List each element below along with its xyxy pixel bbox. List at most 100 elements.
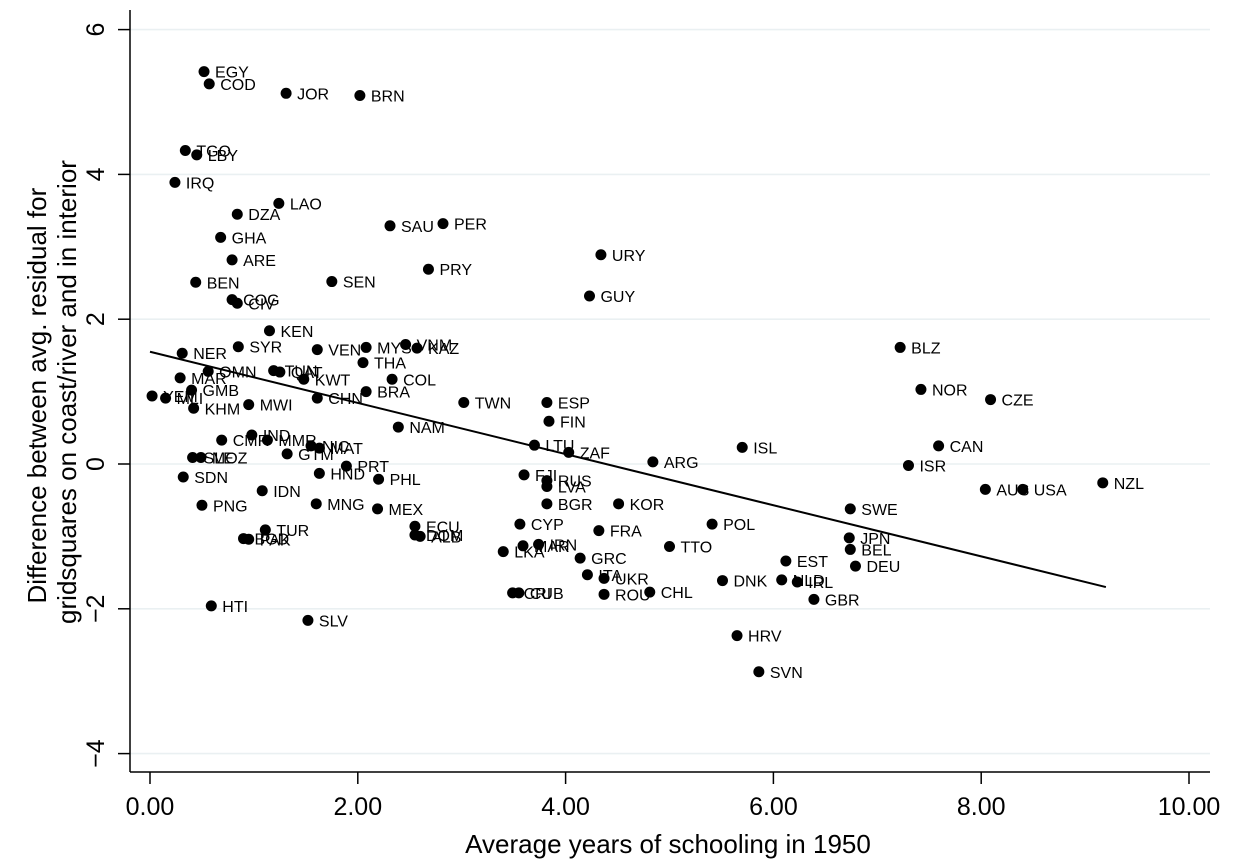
data-point-label: LBY <box>208 148 239 165</box>
data-point <box>706 518 718 530</box>
data-point-label: DNK <box>733 574 767 591</box>
y-tick-label: 0 <box>82 457 110 471</box>
data-point-label: CIV <box>248 296 275 313</box>
data-point <box>179 145 191 157</box>
data-point <box>664 541 675 553</box>
data-point <box>409 520 421 532</box>
data-point <box>195 451 207 463</box>
data-point-label: POL <box>723 517 755 534</box>
data-point-label: OMN <box>219 364 256 381</box>
data-point <box>302 614 314 626</box>
data-point-label: BRA <box>377 385 410 402</box>
data-point <box>574 552 586 564</box>
data-point <box>902 459 914 471</box>
data-point-label: CUB <box>530 586 564 603</box>
data-point <box>844 503 856 515</box>
data-point <box>583 290 595 302</box>
data-point-label: ZAF <box>580 445 610 462</box>
y-tick-label: 6 <box>82 23 110 37</box>
ticks: −4 −2 0 2 4 6 0.00 2.00 4.00 6.00 8.00 10.00 <box>82 23 1220 821</box>
data-point <box>280 87 292 99</box>
data-point <box>326 276 338 288</box>
data-point <box>281 448 293 460</box>
data-point <box>414 530 426 542</box>
data-point <box>437 218 449 230</box>
data-point-label: DEU <box>866 559 900 576</box>
data-point <box>716 575 728 587</box>
data-point-label: KOR <box>630 497 665 514</box>
data-point <box>386 373 398 385</box>
data-point <box>191 149 203 161</box>
data-point-label: SAU <box>401 219 434 236</box>
data-point <box>305 440 317 452</box>
data-point-label: SYR <box>249 340 282 357</box>
gridlines <box>130 28 1210 755</box>
x-axis-title: Average years of schooling in 1950 <box>465 829 871 859</box>
data-point <box>311 392 323 404</box>
x-tick-label: 0.00 <box>126 793 175 821</box>
data-point-label: CHL <box>661 585 693 602</box>
data-point <box>231 208 243 220</box>
data-point-label: GBR <box>825 592 860 609</box>
data-point <box>849 560 861 572</box>
data-point <box>160 392 172 404</box>
data-point-label: SLV <box>319 613 348 630</box>
data-point <box>541 498 553 510</box>
data-point-label: KAZ <box>428 341 459 358</box>
x-tick-label: 6.00 <box>749 793 798 821</box>
data-point-label: DOM <box>426 528 463 545</box>
data-point <box>843 532 855 544</box>
data-point <box>736 441 748 453</box>
data-point-label: SWE <box>861 502 897 519</box>
data-point <box>360 386 372 398</box>
data-point-label: BLZ <box>911 340 941 357</box>
data-point <box>979 483 991 495</box>
data-point-label: MAR <box>534 539 570 556</box>
data-point-label: MWI <box>260 398 293 415</box>
data-point-label: KEN <box>280 324 313 341</box>
data-point <box>188 402 200 414</box>
data-point <box>808 593 820 605</box>
data-point <box>985 394 997 406</box>
y-tick-label: −4 <box>82 739 110 768</box>
data-point <box>198 66 210 78</box>
data-point <box>274 366 286 378</box>
data-point-label: GHA <box>232 230 267 247</box>
data-point-label: CHN <box>328 391 363 408</box>
data-point <box>411 342 423 354</box>
data-point-label: PAK <box>260 532 291 549</box>
x-tick-label: 4.00 <box>541 793 590 821</box>
data-point-label: GUY <box>600 289 635 306</box>
fit-line-group <box>149 350 1107 589</box>
data-point-label: MAR <box>191 371 227 388</box>
data-point <box>226 254 238 266</box>
data-point-label: ECU <box>426 519 460 536</box>
data-point <box>780 555 792 567</box>
data-point <box>176 347 188 359</box>
data-point <box>392 421 404 433</box>
data-point-label: CZE <box>1002 393 1034 410</box>
data-point-label: COG <box>243 293 279 310</box>
data-point <box>298 373 310 385</box>
data-point-label: BRN <box>371 88 405 105</box>
x-tick-label: 8.00 <box>957 793 1006 821</box>
data-point-label: ISL <box>753 440 777 457</box>
data-point-label: ISR <box>919 458 946 475</box>
data-point-label: LKA <box>514 545 545 562</box>
data-point-label: CMR <box>233 433 269 450</box>
data-point-label: CYP <box>531 517 564 534</box>
data-point-label: URY <box>612 248 646 265</box>
data-point-label: IRL <box>808 575 833 592</box>
data-point-label: IRN <box>550 537 578 554</box>
data-point <box>731 630 743 642</box>
data-point <box>400 339 412 351</box>
data-point-label: MAT <box>330 441 363 458</box>
data-point <box>357 357 369 369</box>
data-point-label: TUN <box>285 364 318 381</box>
data-point <box>844 543 856 555</box>
data-point-label: HRV <box>748 629 782 646</box>
data-point-label: HTI <box>222 599 248 616</box>
x-tick-label: 2.00 <box>333 793 382 821</box>
data-point-label: COD <box>220 77 256 94</box>
data-point <box>894 341 906 353</box>
